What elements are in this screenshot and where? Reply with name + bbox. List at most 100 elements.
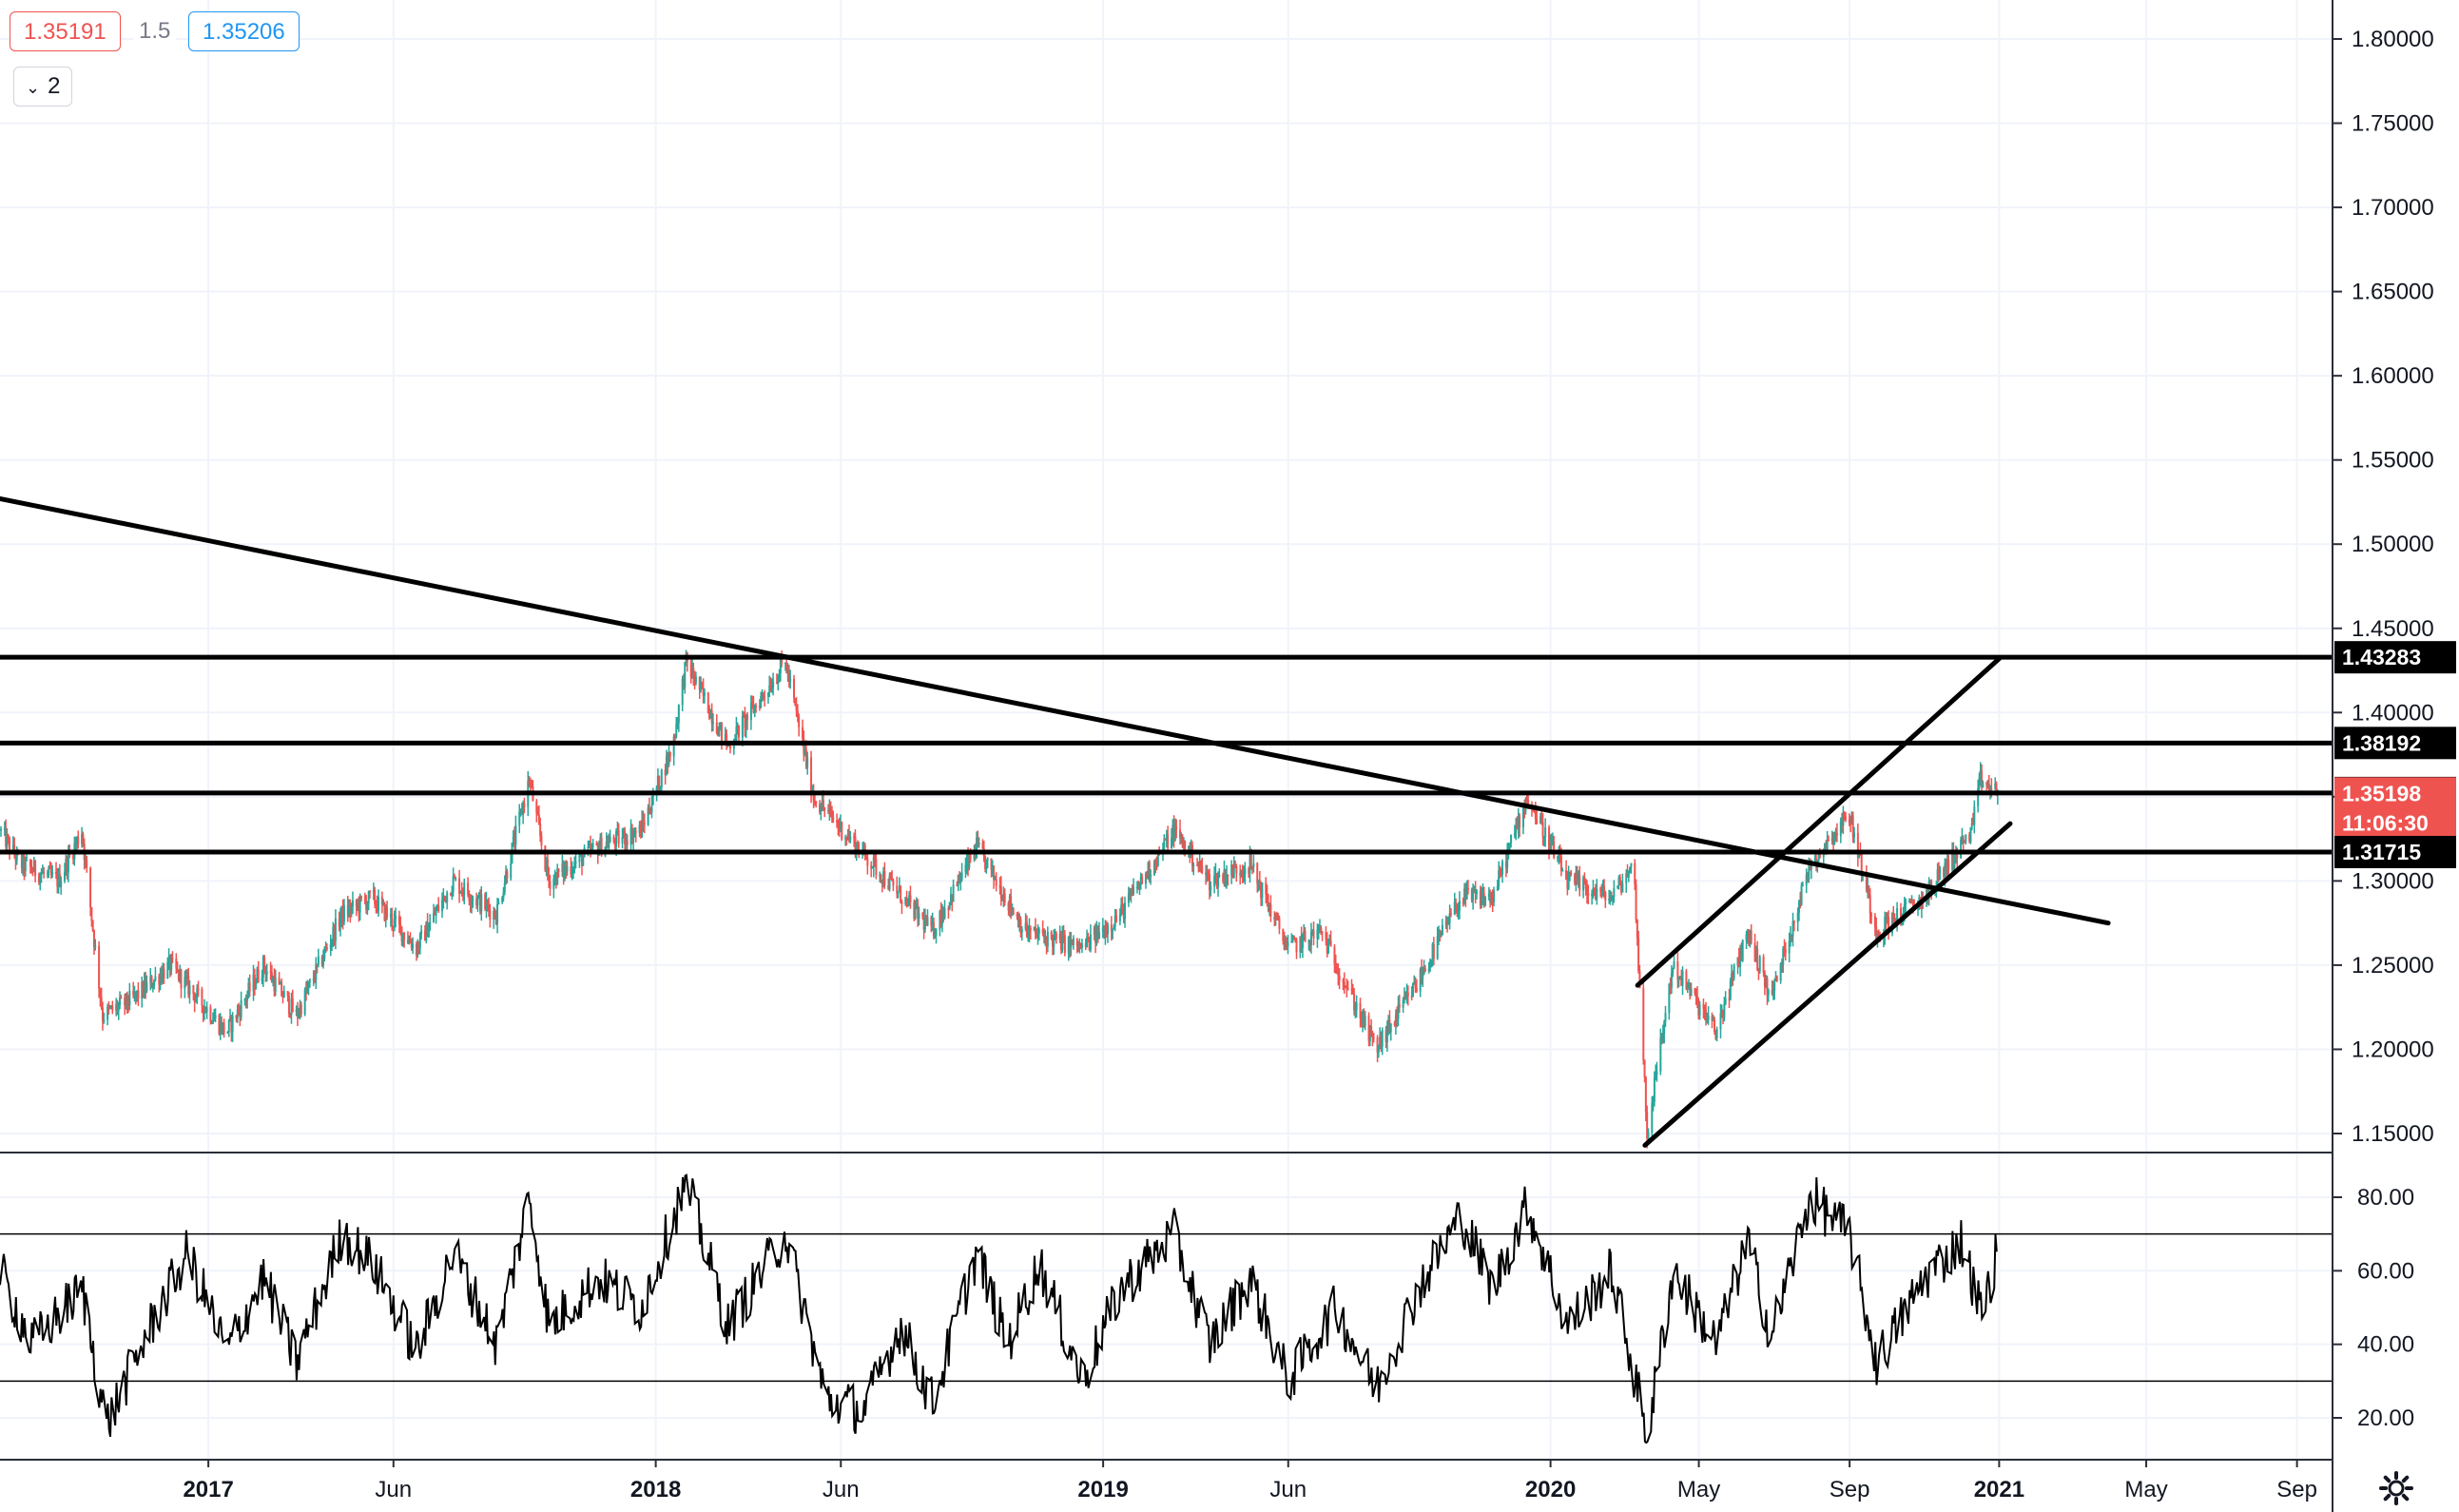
- candle-body: [616, 830, 619, 832]
- trend-line-channel-upper[interactable]: [1635, 656, 2002, 988]
- price-tick-label: 1.75000: [2352, 111, 2434, 137]
- candle-body: [505, 871, 508, 883]
- candle-body: [1475, 890, 1478, 894]
- candle-body: [1681, 971, 1684, 986]
- price-tag[interactable]: [2334, 727, 2456, 760]
- candle-body: [1273, 916, 1276, 921]
- oscillator-line: [0, 1173, 1998, 1444]
- price-tick-label: 1.65000: [2352, 280, 2434, 305]
- candle-body: [857, 843, 860, 850]
- candle-body: [255, 982, 258, 989]
- candle-body: [1208, 874, 1210, 890]
- candle-body: [1507, 846, 1510, 852]
- candle-body: [295, 1010, 298, 1012]
- candle-body: [973, 851, 976, 860]
- candle-body: [726, 733, 728, 746]
- candle-body: [460, 891, 463, 893]
- candle-body: [1171, 838, 1173, 849]
- candle-body: [1261, 882, 1264, 899]
- candle-body: [1550, 843, 1553, 845]
- candle-body: [472, 898, 474, 901]
- ask-price-box[interactable]: 1.35206: [188, 11, 300, 51]
- candle-body: [1763, 973, 1766, 987]
- candle-body: [1226, 874, 1229, 884]
- candle-body: [110, 1005, 113, 1008]
- candle-body: [956, 884, 958, 886]
- candle-body: [1694, 993, 1697, 997]
- price-tag[interactable]: [2334, 836, 2456, 869]
- candle-body: [582, 857, 585, 866]
- candle-body: [1430, 960, 1433, 962]
- candle-body: [1995, 783, 1998, 796]
- candle-body: [339, 918, 342, 927]
- candle-body: [1610, 896, 1613, 900]
- candle-body: [1635, 883, 1637, 921]
- candle-body: [1024, 922, 1027, 930]
- candle-body: [119, 997, 122, 1005]
- candle-body: [1345, 986, 1347, 988]
- candle-body: [728, 745, 731, 749]
- candle-body: [1152, 861, 1155, 875]
- candle-body: [1179, 829, 1182, 839]
- candle-body: [1063, 935, 1066, 954]
- gear-icon[interactable]: [2377, 1469, 2415, 1507]
- price-tag[interactable]: [2334, 806, 2456, 840]
- candle-body: [1093, 927, 1095, 935]
- candle-body: [1903, 903, 1906, 916]
- candle-body: [145, 982, 148, 992]
- candle-body: [1813, 858, 1816, 862]
- candle-body: [978, 843, 980, 845]
- candle-body: [92, 930, 95, 947]
- candle-body: [1815, 858, 1818, 863]
- candle-body: [1990, 787, 1993, 790]
- indicators-toggle-button[interactable]: ⌄ 2: [13, 67, 73, 107]
- candle-body: [1549, 843, 1552, 853]
- candle-body: [676, 723, 679, 725]
- candle-body: [1291, 936, 1294, 941]
- candle-body: [39, 874, 42, 882]
- trend-line-descending-resistance[interactable]: [0, 495, 2111, 926]
- candle-body: [412, 943, 415, 949]
- candle-body: [1868, 885, 1870, 896]
- trend-line-channel-lower[interactable]: [1642, 821, 2013, 1148]
- candle-body: [1672, 968, 1675, 974]
- candle-body: [15, 850, 18, 862]
- candle-body: [1419, 969, 1422, 992]
- candle-body: [1661, 1033, 1664, 1040]
- candle-body: [1613, 887, 1616, 898]
- candle-body: [1739, 949, 1742, 967]
- candle-body: [1106, 924, 1109, 935]
- candle-body: [1017, 916, 1019, 928]
- time-tick-label: 2020: [1525, 1477, 1576, 1502]
- candle-body: [167, 956, 170, 962]
- candle-body: [700, 683, 703, 690]
- candle-body: [694, 676, 697, 684]
- candle-body: [6, 835, 9, 847]
- candle-body: [1020, 929, 1023, 933]
- candle-body: [1627, 872, 1630, 878]
- candle-body: [1960, 839, 1963, 859]
- candle-body: [1653, 1077, 1655, 1102]
- candle-body: [1835, 833, 1838, 836]
- price-tag[interactable]: [2334, 641, 2456, 674]
- candle-body: [546, 859, 549, 875]
- candle-body: [434, 913, 436, 916]
- candle-body: [913, 901, 916, 919]
- bid-price-box[interactable]: 1.35191: [10, 11, 121, 51]
- candle-body: [1110, 924, 1113, 931]
- time-tick-label: Sep: [2276, 1477, 2317, 1502]
- price-tag[interactable]: [2334, 777, 2456, 810]
- candle-body: [1423, 968, 1426, 972]
- candle-body: [244, 998, 247, 1001]
- candle-body: [1696, 996, 1698, 1003]
- candle-body: [513, 836, 516, 845]
- candle-body: [1003, 893, 1006, 902]
- candle-body: [1724, 998, 1727, 1004]
- candle-body: [243, 998, 246, 1001]
- candle-body: [755, 706, 758, 708]
- candle-body: [1321, 931, 1324, 934]
- candle-body: [1516, 825, 1519, 829]
- candle-body: [1570, 872, 1573, 875]
